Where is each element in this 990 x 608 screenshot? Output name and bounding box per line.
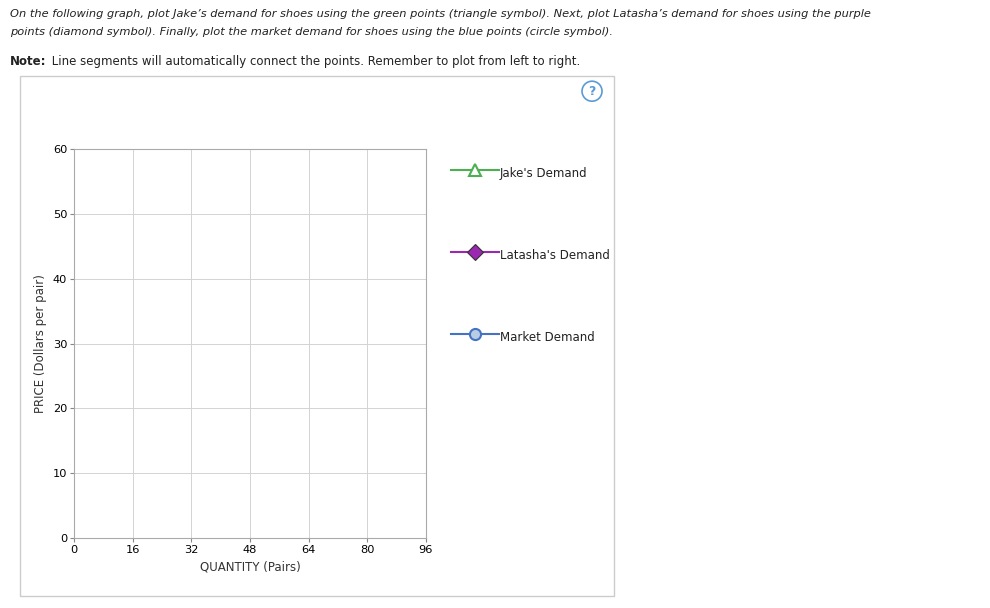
Text: Jake's Demand: Jake's Demand (500, 167, 588, 180)
Y-axis label: PRICE (Dollars per pair): PRICE (Dollars per pair) (35, 274, 48, 413)
Text: Market Demand: Market Demand (500, 331, 595, 344)
Text: On the following graph, plot Jake’s demand for shoes using the green points (tri: On the following graph, plot Jake’s dema… (10, 9, 871, 19)
Text: ?: ? (588, 85, 596, 98)
X-axis label: QUANTITY (Pairs): QUANTITY (Pairs) (200, 561, 300, 573)
Text: Line segments will automatically connect the points. Remember to plot from left : Line segments will automatically connect… (48, 55, 580, 67)
Text: Latasha's Demand: Latasha's Demand (500, 249, 610, 262)
Text: Note:: Note: (10, 55, 47, 67)
Text: points (diamond symbol). Finally, plot the market demand for shoes using the blu: points (diamond symbol). Finally, plot t… (10, 27, 613, 37)
